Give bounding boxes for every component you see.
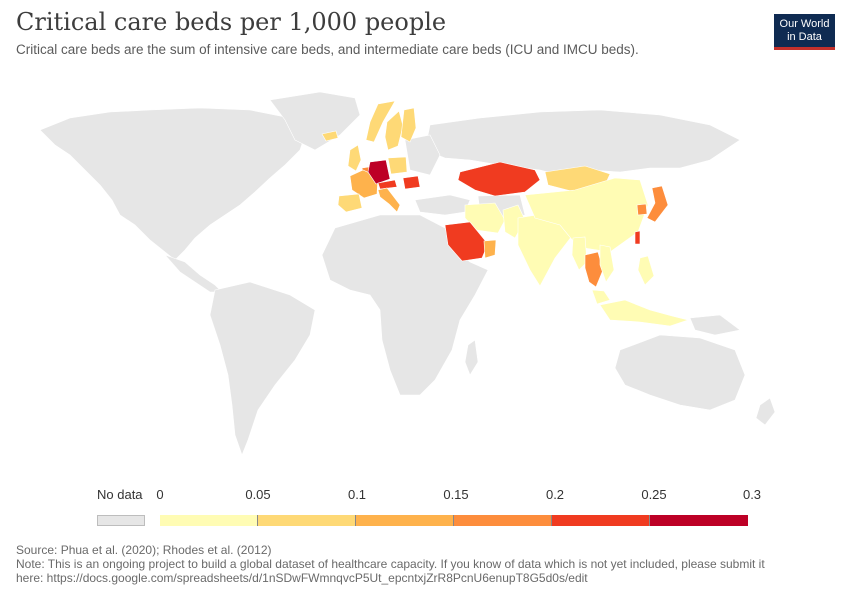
legend-tick-0: 0 xyxy=(156,487,164,502)
legend-tick-6: 0.3 xyxy=(742,487,762,502)
data-regions xyxy=(321,100,690,327)
region-philippines[interactable] xyxy=(637,255,655,286)
legend-tick-1: 0.05 xyxy=(245,487,271,502)
region-south-korea[interactable] xyxy=(636,203,648,216)
region-germany[interactable] xyxy=(367,159,391,185)
region-north-america[interactable] xyxy=(39,107,306,261)
no-data-landmasses xyxy=(39,91,776,456)
region-thailand[interactable] xyxy=(584,251,604,288)
legend-tick-4: 0.2 xyxy=(545,487,565,502)
region-united-kingdom[interactable] xyxy=(347,144,362,172)
region-poland[interactable] xyxy=(387,156,408,175)
legend-tick-2: 0.1 xyxy=(347,487,367,502)
note-text-line-1: Note: This is an ongoing project to buil… xyxy=(16,557,765,571)
region-italy[interactable] xyxy=(377,187,401,213)
chart-subtitle: Critical care beds are the sum of intens… xyxy=(16,42,639,57)
region-vietnam[interactable] xyxy=(599,244,615,283)
region-new-zealand[interactable] xyxy=(755,397,776,426)
region-australia[interactable] xyxy=(614,334,746,411)
region-madagascar[interactable] xyxy=(464,339,479,376)
legend-tick-3: 0.15 xyxy=(443,487,469,502)
region-middle-east-turkey[interactable] xyxy=(414,194,471,216)
region-kazakhstan[interactable] xyxy=(457,161,541,197)
region-japan[interactable] xyxy=(646,185,669,223)
world-map[interactable] xyxy=(0,85,850,480)
region-austria[interactable] xyxy=(377,179,398,190)
region-taiwan[interactable] xyxy=(634,230,641,245)
region-norway[interactable] xyxy=(365,100,396,143)
region-myanmar[interactable] xyxy=(571,236,588,271)
region-eastern-europe[interactable] xyxy=(404,134,441,176)
source-text: Source: Phua et al. (2020); Rhodes et al… xyxy=(16,543,272,557)
region-spain[interactable] xyxy=(337,193,363,213)
region-iran[interactable] xyxy=(464,202,506,234)
region-finland[interactable] xyxy=(400,107,417,143)
legend-bin-4[interactable] xyxy=(552,515,650,526)
chart-title: Critical care beds per 1,000 people xyxy=(16,8,447,36)
region-saudi-arabia[interactable] xyxy=(444,221,489,262)
owid-logo[interactable]: Our World in Data xyxy=(774,14,835,50)
legend-no-data-label: No data xyxy=(97,487,143,502)
legend-color-bar[interactable] xyxy=(160,515,748,526)
logo-line-1: Our World xyxy=(779,18,830,30)
legend-bin-3[interactable] xyxy=(454,515,552,526)
region-sweden[interactable] xyxy=(384,110,404,151)
note-text-line-2[interactable]: here: https://docs.google.com/spreadshee… xyxy=(16,571,588,585)
region-romania[interactable] xyxy=(402,175,421,190)
logo-line-2: in Data xyxy=(787,31,822,43)
legend-bin-1[interactable] xyxy=(258,515,356,526)
region-south-america[interactable] xyxy=(209,281,316,456)
legend-tick-5: 0.25 xyxy=(641,487,667,502)
region-indonesia[interactable] xyxy=(599,299,690,327)
region-papua[interactable] xyxy=(689,314,741,336)
legend-bin-5[interactable] xyxy=(650,515,748,526)
region-russia[interactable] xyxy=(424,109,741,176)
legend-bin-2[interactable] xyxy=(356,515,454,526)
region-central-america[interactable] xyxy=(164,254,223,293)
legend-bin-0[interactable] xyxy=(160,515,258,526)
region-malaysia[interactable] xyxy=(591,289,611,305)
region-iceland[interactable] xyxy=(321,130,339,142)
legend-no-data-swatch[interactable] xyxy=(97,515,145,526)
footer: Source: Phua et al. (2020); Rhodes et al… xyxy=(16,543,765,585)
region-oman[interactable] xyxy=(483,239,497,259)
